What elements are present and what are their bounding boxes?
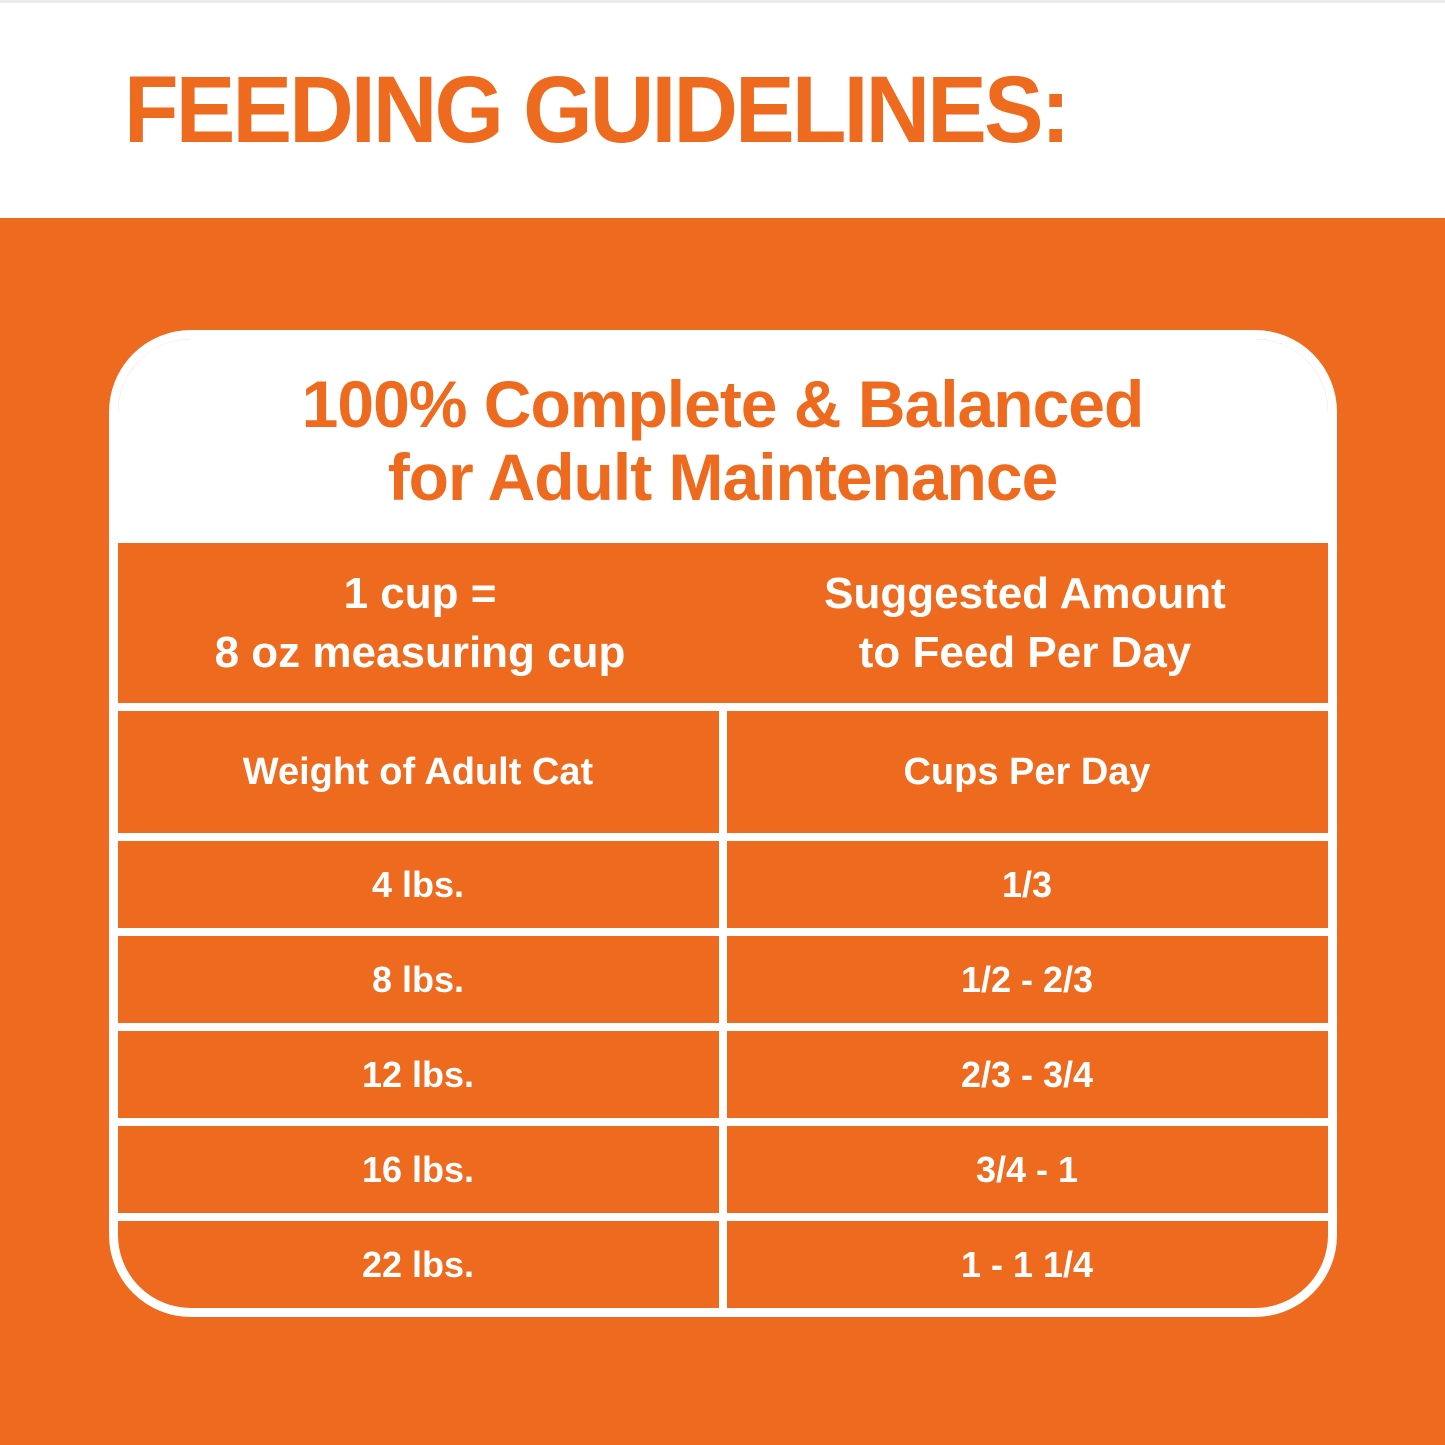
- label-background: 100% Complete & Balanced for Adult Maint…: [0, 218, 1445, 1445]
- suggested-amount-header: Suggested Amount to Feed Per Day: [723, 543, 1328, 703]
- card-title-line1: 100% Complete & Balanced: [301, 367, 1145, 442]
- weight-column-header: Weight of Adult Cat: [242, 750, 594, 793]
- suggested-amount-line2: to Feed Per Day: [858, 628, 1192, 677]
- feeding-table-card: 100% Complete & Balanced for Adult Maint…: [108, 330, 1337, 1317]
- cups-cell: 1/3: [718, 841, 1328, 928]
- page-title: FEEDING GUIDELINES:: [124, 57, 1071, 163]
- table-row: 4 lbs. 1/3: [117, 833, 1328, 928]
- table-row: 16 lbs. 3/4 - 1: [117, 1118, 1328, 1213]
- cups-cell: 1/2 - 2/3: [718, 936, 1328, 1023]
- table-row: 22 lbs. 1 - 1 1/4: [117, 1213, 1328, 1308]
- column-header-row: Weight of Adult Cat Cups Per Day: [117, 703, 1328, 833]
- cup-definition: 1 cup = 8 oz measuring cup: [118, 543, 723, 703]
- table-row: 8 lbs. 1/2 - 2/3: [117, 928, 1328, 1023]
- cups-cell: 2/3 - 3/4: [718, 1031, 1328, 1118]
- cups-column-header: Cups Per Day: [718, 711, 1328, 833]
- header-band: FEEDING GUIDELINES:: [0, 0, 1445, 218]
- card-title-line2: for Adult Maintenance: [387, 440, 1059, 514]
- weight-cell: 4 lbs.: [371, 863, 465, 905]
- weight-cell: 8 lbs.: [371, 958, 465, 1000]
- cup-definition-row: 1 cup = 8 oz measuring cup Suggested Amo…: [118, 543, 1328, 703]
- table-row: 12 lbs. 2/3 - 3/4: [117, 1023, 1328, 1118]
- cups-cell: 1 - 1 1/4: [718, 1221, 1328, 1308]
- weight-cell: 12 lbs.: [361, 1053, 475, 1095]
- weight-cell: 16 lbs.: [361, 1148, 475, 1190]
- cup-definition-line1: 1 cup =: [343, 568, 497, 618]
- weight-cell: 22 lbs.: [361, 1243, 475, 1285]
- cups-cell: 3/4 - 1: [718, 1126, 1328, 1213]
- cup-definition-line2: 8 oz measuring cup: [214, 628, 626, 677]
- card-header: 100% Complete & Balanced for Adult Maint…: [117, 339, 1328, 543]
- suggested-amount-line1: Suggested Amount: [824, 568, 1226, 618]
